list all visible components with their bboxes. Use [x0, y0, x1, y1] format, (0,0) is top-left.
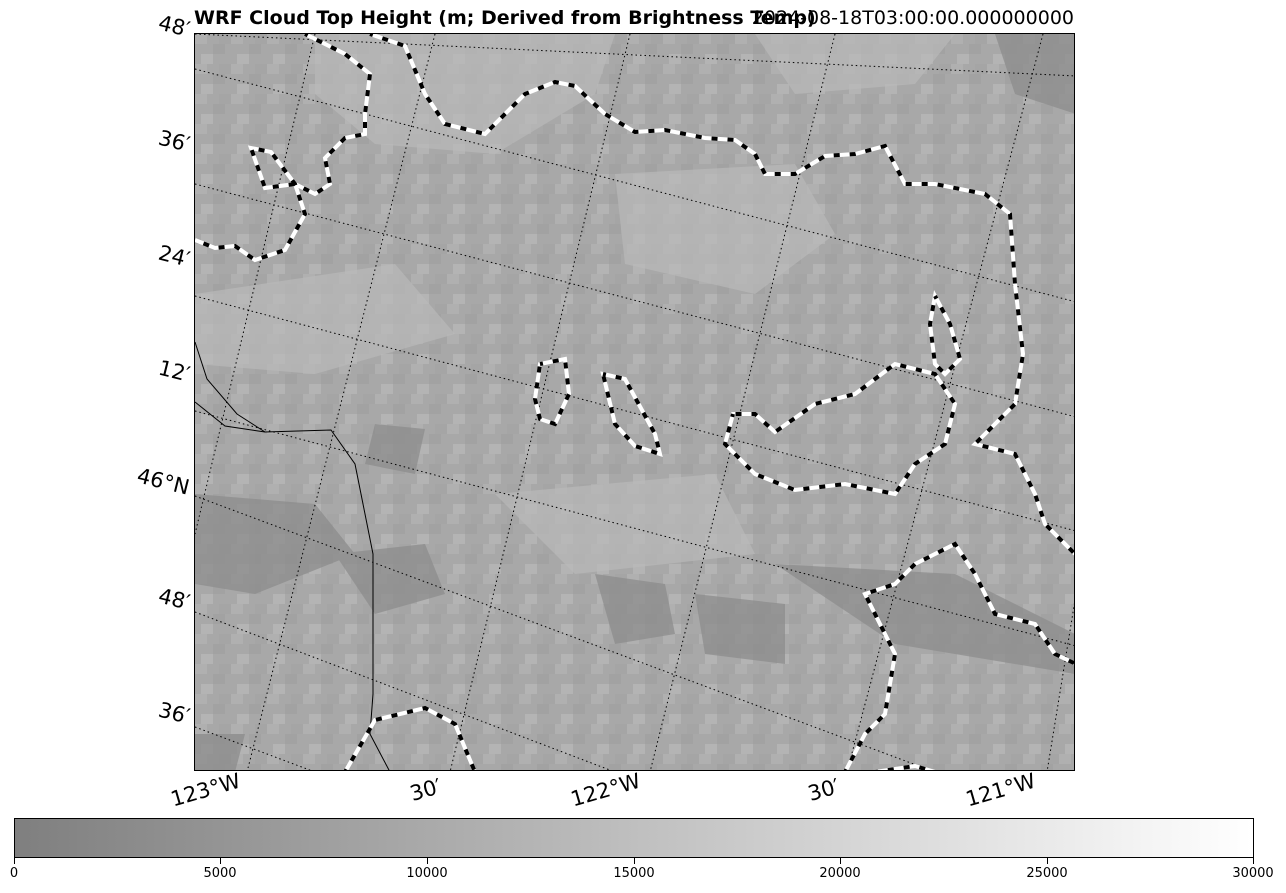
lat-label-48-top: 48′ [155, 10, 192, 42]
cloud-contours [195, 34, 1074, 770]
colorbar-label-30000: 30000 [1232, 866, 1274, 881]
colorbar [14, 818, 1254, 858]
lon-label-122w: 122°W [568, 768, 644, 812]
colorbar-label-15000: 15000 [613, 866, 655, 881]
lat-label-46n: 46°N [134, 463, 192, 500]
state-border [195, 341, 390, 770]
map-panel[interactable] [194, 33, 1075, 771]
dark-cloud-regions [195, 34, 1074, 770]
graticule [195, 34, 1074, 770]
colorbar-tick [427, 858, 428, 864]
lat-label-36-top: 36′ [155, 125, 192, 157]
lon-label-123w: 123°W [168, 768, 244, 812]
colorbar-tick [840, 858, 841, 864]
colorbar-tick [1253, 858, 1254, 864]
lat-label-24: 24′ [155, 240, 192, 272]
cloud-field [195, 34, 1074, 770]
lon-label-30-east: 30′ [805, 774, 843, 806]
colorbar-label-25000: 25000 [1026, 866, 1068, 881]
colorbar-tick [220, 858, 221, 864]
colorbar-tick [634, 858, 635, 864]
colorbar-tick [1047, 858, 1048, 864]
colorbar-tick [14, 858, 15, 864]
lat-label-36-bottom: 36′ [155, 697, 192, 729]
map-title: WRF Cloud Top Height (m; Derived from Br… [194, 7, 816, 29]
map-timestamp: 2024-08-18T03:00:00.000000000 [751, 7, 1074, 29]
lat-label-12: 12′ [155, 355, 192, 387]
colorbar-label-20000: 20000 [819, 866, 861, 881]
cloud-top-map [195, 34, 1074, 770]
colorbar-label-10000: 10000 [406, 866, 448, 881]
colorbar-label-0: 0 [9, 866, 19, 881]
lon-label-121w: 121°W [963, 768, 1039, 812]
lat-label-48-bottom: 48′ [155, 583, 192, 615]
light-cloud-regions [195, 34, 955, 574]
lon-label-30-west: 30′ [407, 774, 445, 806]
colorbar-label-5000: 5000 [203, 866, 237, 881]
